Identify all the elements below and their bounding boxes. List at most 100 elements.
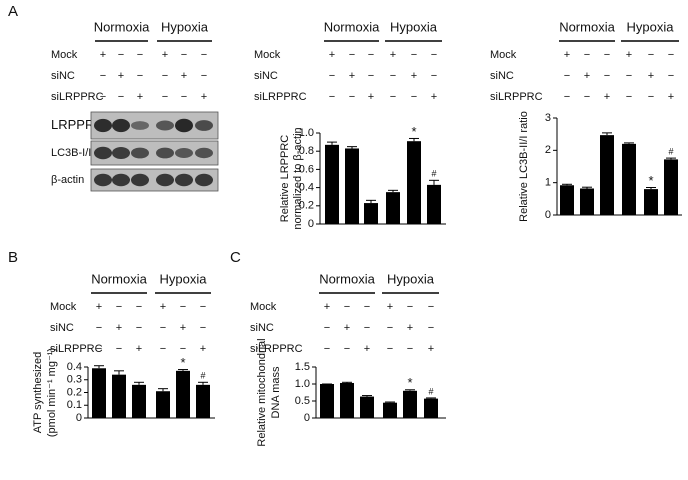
condition-sign: − — [201, 70, 207, 82]
significance-mark: # — [428, 386, 433, 396]
y-tick-label: 0.6 — [299, 163, 314, 175]
bar — [196, 384, 210, 418]
y-tick-label: 0.3 — [67, 374, 82, 386]
condition-label: siNC — [254, 70, 278, 82]
bar — [340, 382, 354, 418]
condition-sign: − — [626, 91, 632, 103]
condition-sign: − — [96, 343, 102, 355]
y-tick-label: 0 — [76, 412, 82, 424]
condition-sign: − — [180, 301, 186, 313]
condition-sign: − — [160, 343, 166, 355]
significance-mark: * — [407, 375, 412, 390]
condition-label: siNC — [50, 322, 74, 334]
bar — [364, 203, 378, 224]
condition-sign: − — [407, 301, 413, 313]
condition-sign: − — [564, 70, 570, 82]
y-tick-label: 1.0 — [299, 127, 314, 139]
condition-sign: − — [116, 301, 122, 313]
y-axis-label: (pmol min⁻¹ mg⁻¹) — [46, 348, 58, 437]
condition-sign: − — [648, 91, 654, 103]
condition-sign: − — [329, 70, 335, 82]
condition-sign: − — [668, 49, 674, 61]
group-label: Normoxia — [319, 271, 375, 286]
bar — [383, 402, 397, 418]
panel-label: B — [8, 249, 18, 266]
bar — [427, 184, 441, 224]
y-tick-label: 0.2 — [67, 386, 82, 398]
condition-sign: + — [431, 91, 437, 103]
bar — [600, 135, 614, 215]
condition-sign: − — [162, 91, 168, 103]
y-axis-label: DNA mass — [270, 366, 282, 418]
condition-sign: − — [200, 301, 206, 313]
significance-mark: # — [431, 169, 436, 179]
condition-sign: + — [118, 70, 124, 82]
y-tick-label: 0.4 — [67, 361, 82, 373]
condition-sign: + — [428, 343, 434, 355]
condition-sign: + — [626, 49, 632, 61]
blot-signal — [131, 121, 149, 130]
y-tick-label: 3 — [545, 112, 551, 124]
condition-sign: + — [324, 301, 330, 313]
group-label: Hypoxia — [390, 19, 438, 34]
bar — [156, 391, 170, 418]
y-axis-label: Relative LC3B-II/I ratio — [518, 111, 530, 222]
condition-sign: − — [118, 49, 124, 61]
condition-sign: + — [136, 343, 142, 355]
condition-sign: − — [329, 91, 335, 103]
condition-sign: − — [118, 91, 124, 103]
condition-sign: − — [160, 322, 166, 334]
condition-sign: + — [668, 91, 674, 103]
condition-sign: − — [100, 70, 106, 82]
condition-sign: + — [180, 322, 186, 334]
bar — [92, 368, 106, 418]
blot-signal — [112, 118, 130, 133]
blot-signal — [156, 147, 174, 159]
group-label: Normoxia — [559, 19, 615, 34]
condition-sign: − — [364, 301, 370, 313]
blot-signal — [94, 146, 112, 160]
condition-sign: − — [344, 301, 350, 313]
condition-sign: − — [390, 70, 396, 82]
condition-label: Mock — [50, 301, 77, 313]
condition-sign: − — [428, 301, 434, 313]
bar — [176, 370, 190, 418]
bar — [580, 188, 594, 215]
condition-label: Mock — [490, 49, 517, 61]
condition-label: siNC — [51, 70, 75, 82]
condition-sign: − — [431, 70, 437, 82]
blot-signal — [175, 173, 193, 187]
condition-sign: − — [648, 49, 654, 61]
condition-sign: − — [100, 91, 106, 103]
bar — [403, 390, 417, 418]
group-label: Normoxia — [91, 271, 147, 286]
bar — [424, 398, 438, 418]
group-label: Normoxia — [94, 19, 150, 34]
condition-sign: + — [100, 49, 106, 61]
y-tick-label: 1 — [545, 177, 551, 189]
bar — [325, 144, 339, 224]
condition-sign: − — [584, 91, 590, 103]
condition-sign: − — [411, 91, 417, 103]
blot-signal — [156, 173, 174, 187]
condition-sign: + — [368, 91, 374, 103]
y-tick-label: 0.1 — [67, 399, 82, 411]
bar — [345, 148, 359, 224]
blot-signal — [131, 147, 149, 159]
bar — [132, 384, 146, 418]
y-axis-label: ATP synthesized — [32, 352, 44, 434]
condition-sign: + — [162, 49, 168, 61]
condition-sign: − — [324, 343, 330, 355]
condition-label: Mock — [254, 49, 281, 61]
blot-signal — [94, 173, 112, 187]
blot-signal — [112, 173, 130, 187]
condition-sign: − — [428, 322, 434, 334]
condition-sign: − — [344, 343, 350, 355]
condition-sign: + — [201, 91, 207, 103]
panel-label: A — [8, 3, 18, 20]
condition-sign: − — [368, 70, 374, 82]
blot-signal — [131, 173, 149, 187]
bar — [320, 384, 334, 418]
condition-sign: − — [387, 322, 393, 334]
condition-sign: + — [344, 322, 350, 334]
